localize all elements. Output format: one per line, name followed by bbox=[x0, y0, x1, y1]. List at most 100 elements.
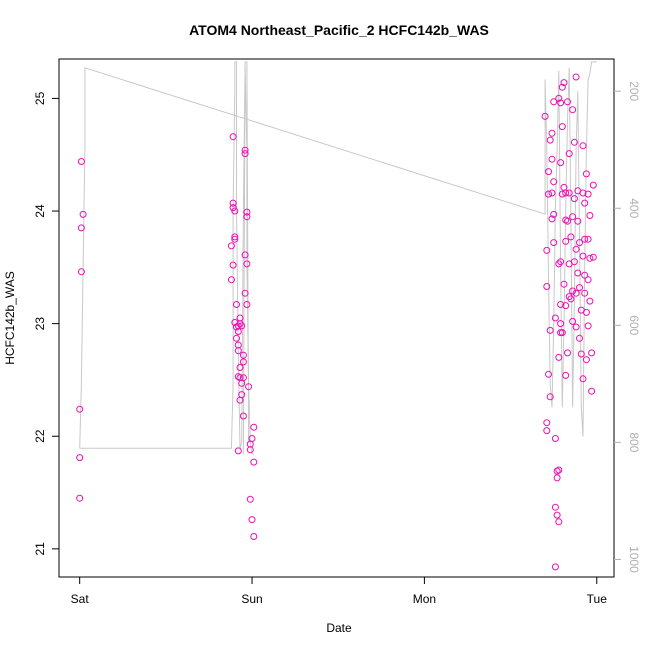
data-point bbox=[586, 254, 594, 262]
data-point bbox=[550, 210, 558, 218]
data-point bbox=[236, 396, 244, 404]
data-point bbox=[564, 217, 571, 225]
data-point bbox=[555, 353, 563, 361]
data-point bbox=[77, 268, 85, 276]
data-point bbox=[581, 235, 589, 243]
right-y-tick-label: 400 bbox=[627, 198, 641, 218]
data-point bbox=[243, 260, 251, 268]
data-point bbox=[557, 329, 565, 337]
chart-title: ATOM4 Northeast_Pacific_2 HCFC142b_WAS bbox=[189, 22, 489, 38]
data-point bbox=[239, 412, 247, 420]
data-point bbox=[584, 322, 592, 330]
data-point bbox=[76, 494, 84, 502]
data-point bbox=[548, 155, 556, 163]
data-point bbox=[562, 237, 570, 245]
data-point bbox=[570, 138, 578, 146]
data-point bbox=[545, 190, 552, 198]
data-point bbox=[543, 283, 551, 290]
right-y-tick-label: 800 bbox=[627, 432, 641, 452]
data-point bbox=[586, 212, 594, 219]
data-point bbox=[560, 79, 568, 87]
data-point bbox=[560, 280, 568, 288]
data-point bbox=[569, 106, 577, 114]
data-point bbox=[565, 189, 573, 197]
data-point bbox=[569, 213, 577, 221]
data-point bbox=[231, 233, 239, 241]
data-point bbox=[574, 269, 582, 277]
data-point bbox=[572, 289, 580, 297]
data-point bbox=[79, 210, 87, 218]
data-point bbox=[572, 73, 580, 81]
data-point bbox=[250, 423, 258, 431]
data-point bbox=[564, 98, 571, 106]
data-point bbox=[250, 533, 258, 540]
data-point bbox=[548, 129, 556, 137]
data-point bbox=[246, 495, 254, 503]
data-point bbox=[243, 301, 251, 308]
data-point bbox=[574, 217, 582, 225]
data-point bbox=[551, 503, 559, 511]
data-point bbox=[576, 334, 583, 342]
data-point bbox=[567, 295, 575, 303]
data-point bbox=[545, 168, 552, 176]
data-point bbox=[245, 383, 253, 391]
data-point bbox=[548, 215, 556, 223]
data-point bbox=[234, 347, 242, 355]
data-point bbox=[584, 235, 592, 243]
data-point bbox=[564, 349, 571, 357]
left-axis: 21 22 23 24 25 bbox=[33, 91, 59, 556]
x-tick-label: Tue bbox=[587, 592, 608, 606]
data-point bbox=[250, 458, 258, 466]
bottom-axis: Sat Sun Mon Tue bbox=[71, 577, 608, 606]
data-point bbox=[570, 195, 578, 203]
data-point bbox=[77, 224, 85, 232]
data-point bbox=[243, 213, 251, 221]
data-point bbox=[558, 123, 566, 131]
data-point bbox=[246, 446, 254, 454]
data-point bbox=[562, 216, 570, 224]
data-point bbox=[569, 317, 577, 325]
data-point bbox=[241, 150, 249, 158]
data-point bbox=[550, 98, 558, 106]
plot-area bbox=[76, 61, 597, 571]
data-point bbox=[579, 142, 587, 150]
data-point bbox=[248, 516, 256, 524]
data-point bbox=[239, 374, 247, 382]
data-point bbox=[572, 245, 580, 253]
data-point bbox=[562, 371, 570, 379]
data-point bbox=[545, 370, 552, 378]
data-point bbox=[546, 326, 554, 334]
data-point bbox=[581, 271, 589, 279]
series-line-1 bbox=[79, 61, 254, 455]
data-point bbox=[558, 190, 566, 198]
data-point bbox=[588, 349, 596, 357]
data-point bbox=[229, 204, 237, 212]
data-point bbox=[229, 133, 237, 141]
data-point bbox=[243, 208, 251, 216]
data-point bbox=[541, 112, 549, 120]
x-tick-label: Sat bbox=[71, 592, 90, 606]
data-point bbox=[551, 435, 559, 442]
series-line-0 bbox=[79, 61, 597, 449]
data-point bbox=[562, 302, 570, 310]
data-point bbox=[234, 447, 242, 455]
data-point bbox=[76, 405, 84, 413]
data-point bbox=[236, 314, 244, 322]
data-point bbox=[557, 159, 565, 167]
data-point bbox=[241, 146, 249, 154]
data-point bbox=[567, 233, 575, 241]
data-point bbox=[565, 150, 573, 158]
data-point bbox=[229, 199, 237, 207]
data-point bbox=[234, 373, 242, 381]
y-tick-label: 21 bbox=[33, 542, 47, 556]
data-point bbox=[233, 301, 240, 308]
data-point bbox=[579, 189, 587, 197]
data-point bbox=[589, 181, 597, 189]
data-point bbox=[586, 297, 594, 305]
data-point bbox=[582, 170, 590, 178]
right-y-tick-label: 1000 bbox=[627, 546, 641, 573]
data-point bbox=[239, 358, 247, 366]
data-point bbox=[576, 239, 583, 247]
data-point bbox=[582, 356, 590, 364]
